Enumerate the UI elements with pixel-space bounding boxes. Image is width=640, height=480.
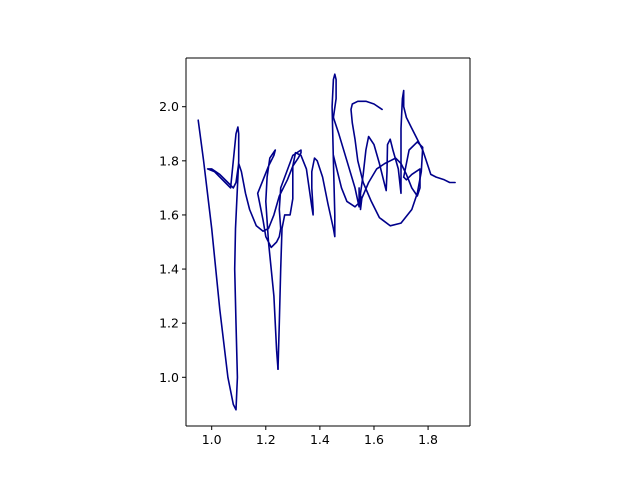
x-tick-label: 1.4 xyxy=(310,432,330,447)
x-tick-label: 1.2 xyxy=(256,432,276,447)
y-tick-label: 1.0 xyxy=(159,370,179,385)
y-axis: 1.0 1.2 1.4 1.6 1.8 2.0 xyxy=(159,99,186,385)
series-line-5 xyxy=(350,100,424,227)
y-tick-label: 2.0 xyxy=(159,99,179,114)
y-tick-label: 1.2 xyxy=(159,316,179,331)
series-line-2 xyxy=(277,73,337,371)
series-line-4 xyxy=(332,154,421,208)
y-tick-label: 1.8 xyxy=(159,153,179,168)
plot-area xyxy=(186,58,470,426)
x-tick-label: 1.6 xyxy=(364,432,384,447)
y-tick-label: 1.4 xyxy=(159,262,179,277)
x-tick-label: 1.8 xyxy=(418,432,438,447)
x-tick-label: 1.0 xyxy=(202,432,222,447)
axes-frame xyxy=(185,57,471,427)
series-line-1 xyxy=(197,119,302,411)
x-axis: 1.0 1.2 1.4 1.6 1.8 xyxy=(202,426,438,447)
y-tick-label: 1.6 xyxy=(159,207,179,222)
series-layer xyxy=(197,73,456,411)
